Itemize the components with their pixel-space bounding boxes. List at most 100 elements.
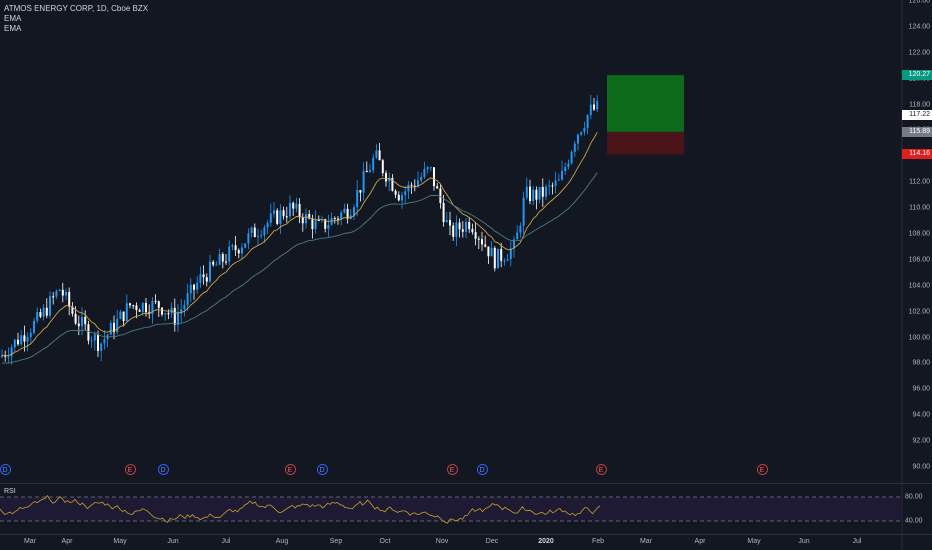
candle-body: [426, 167, 429, 170]
candle-body: [580, 132, 583, 135]
candle-body: [452, 225, 455, 237]
candle-body: [113, 322, 115, 333]
earnings-event-marker[interactable]: E: [756, 464, 768, 475]
candle-body: [388, 177, 391, 182]
candle-body: [247, 233, 250, 244]
candle-body: [474, 232, 477, 239]
rsi-lower-level: 40.00: [905, 517, 923, 525]
candle-body: [401, 195, 403, 201]
candle-body: [525, 186, 528, 198]
candle-body: [157, 301, 160, 308]
price-tick: 96.00: [912, 385, 930, 393]
candle-body: [225, 261, 227, 263]
dividend-event-marker[interactable]: D: [0, 464, 11, 475]
candle-body: [522, 197, 525, 226]
price-tick: 110.00: [909, 204, 930, 212]
candle-body: [557, 179, 560, 181]
time-label: Feb: [591, 538, 605, 545]
candle-body: [381, 160, 384, 174]
candle-body: [266, 222, 269, 228]
candle-body: [71, 306, 74, 314]
candle-body: [356, 190, 359, 208]
candle-body: [506, 259, 509, 261]
candle-body: [241, 247, 243, 254]
earnings-event-marker[interactable]: E: [124, 464, 136, 475]
candle-body: [449, 220, 451, 226]
candle-body: [439, 188, 442, 203]
candle-body: [218, 254, 221, 265]
candle-body: [391, 177, 394, 191]
candle-body: [305, 214, 307, 224]
price-tick: 102.00: [908, 308, 930, 316]
candle-body: [202, 274, 205, 278]
earnings-event-marker[interactable]: E: [284, 464, 296, 475]
candle-body: [26, 337, 29, 342]
candle-body: [420, 176, 423, 181]
dividend-event-marker[interactable]: D: [476, 464, 488, 475]
candle-body: [407, 184, 410, 192]
candle-body: [564, 167, 567, 171]
candle-body: [177, 313, 179, 325]
candle-body: [372, 157, 375, 171]
candle-body: [7, 356, 10, 358]
candle-body: [298, 203, 301, 218]
ema-fast-label[interactable]: EMA: [4, 14, 22, 23]
earnings-event-marker[interactable]: E: [595, 464, 607, 475]
current-price-tag: 117.22: [902, 109, 932, 120]
candle-body: [497, 248, 499, 269]
rsi-label[interactable]: RSI: [4, 488, 16, 495]
candle-body: [394, 190, 397, 195]
candle-body: [90, 340, 93, 342]
candle-body: [199, 274, 202, 283]
candle-body: [193, 284, 195, 290]
dividend-event-marker[interactable]: D: [157, 464, 169, 475]
candle-body: [81, 316, 83, 327]
candle-body: [205, 277, 208, 282]
candle-body: [436, 186, 439, 189]
candle-body: [103, 339, 106, 344]
candle-body: [477, 238, 480, 240]
candle-body: [359, 190, 362, 193]
candle-body: [173, 307, 176, 325]
candle-body: [122, 311, 125, 322]
ema-slow-label[interactable]: EMA: [4, 24, 22, 33]
candle-body: [519, 225, 522, 233]
candle-body: [471, 228, 474, 233]
candle-body: [324, 219, 327, 229]
candle-body: [289, 202, 291, 217]
ema-fast-line: [1, 132, 598, 357]
candle-body: [423, 169, 426, 177]
candle-body: [545, 186, 547, 197]
price-tick: 118.00: [909, 101, 930, 109]
candle-body: [532, 189, 535, 202]
candle-body: [4, 355, 7, 357]
stop-price-tag: 114.16: [902, 149, 932, 160]
candle-body: [442, 202, 445, 223]
candle-body: [109, 322, 112, 335]
candle-body: [141, 302, 144, 312]
candle-body: [465, 222, 467, 232]
candle-body: [257, 236, 259, 238]
candle-body: [589, 104, 592, 115]
time-label: Jul: [852, 538, 862, 545]
candle-body: [292, 202, 295, 209]
symbol-title[interactable]: ATMOS ENERGY CORP, 1D, Cboe BZX: [4, 4, 149, 13]
candle-body: [161, 307, 163, 315]
candle-body: [129, 303, 131, 306]
price-tick: 92.00: [912, 437, 930, 445]
time-label: Apr: [694, 538, 706, 545]
dividend-event-marker[interactable]: D: [316, 464, 328, 475]
candle-body: [340, 212, 343, 220]
rsi-upper-level: 80.00: [905, 493, 923, 501]
candle-body: [263, 227, 266, 236]
candle-body: [353, 207, 355, 216]
earnings-event-marker[interactable]: E: [446, 464, 458, 475]
candle-body: [55, 290, 58, 297]
price-tick: 100.00: [908, 334, 930, 342]
candle-body: [1, 355, 3, 357]
candle-body: [68, 292, 71, 307]
time-axis[interactable]: Mar Apr May Jun Jul Aug Sep Oct Nov Dec 2020 Feb Mar…: [0, 535, 902, 550]
candle-body: [125, 303, 128, 322]
candle-body: [538, 187, 541, 200]
